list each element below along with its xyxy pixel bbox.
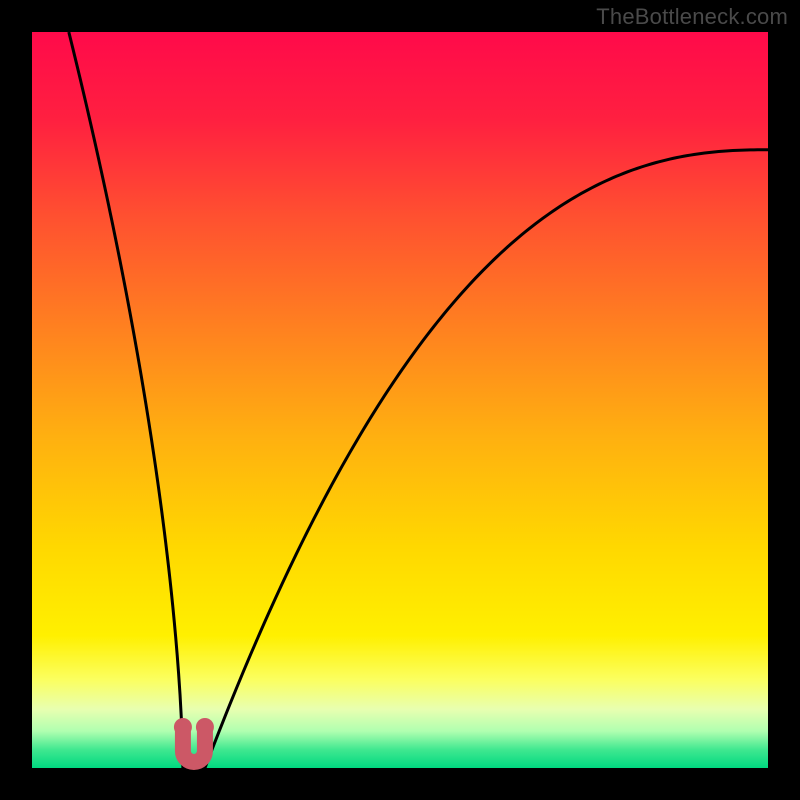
chart-container: TheBottleneck.com (0, 0, 800, 800)
watermark-label: TheBottleneck.com (596, 4, 788, 30)
bottleneck-chart (0, 0, 800, 800)
u-marker-tip-dot-left (174, 718, 192, 736)
u-marker-tip-dot-right (196, 718, 214, 736)
plot-background (32, 32, 768, 768)
